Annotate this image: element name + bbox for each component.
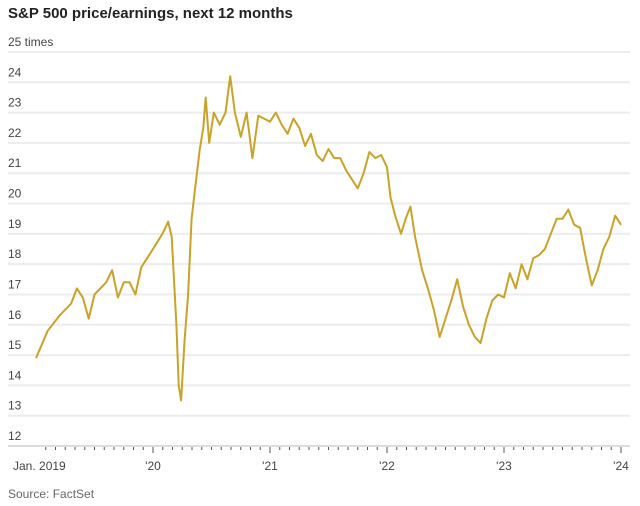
y-tick-label: 14	[8, 368, 22, 382]
chart-title: S&P 500 price/earnings, next 12 months	[8, 5, 293, 22]
x-tick-label: '20	[145, 459, 161, 473]
y-tick-label: 24	[8, 65, 22, 79]
x-tick-label: '21	[262, 459, 278, 473]
x-tick-label: '24	[613, 459, 629, 473]
y-tick-label: 13	[8, 399, 22, 413]
y-tick-label: 25 times	[8, 35, 53, 49]
y-tick-label: 23	[8, 96, 22, 110]
y-tick-label: 15	[8, 338, 22, 352]
y-tick-label: 17	[8, 277, 22, 291]
pe-series-line	[35, 75, 622, 402]
x-tick-label: Jan. 2019	[13, 459, 66, 473]
x-tick-label: '22	[379, 459, 395, 473]
y-tick-label: 22	[8, 126, 22, 140]
y-tick-label: 19	[8, 217, 22, 231]
y-tick-label: 20	[8, 187, 22, 201]
source-note: Source: FactSet	[8, 487, 95, 501]
y-tick-label: 18	[8, 247, 22, 261]
x-tick-label: '23	[496, 459, 512, 473]
y-tick-label: 12	[8, 429, 22, 443]
y-tick-label: 16	[8, 308, 22, 322]
y-tick-label: 21	[8, 156, 22, 170]
